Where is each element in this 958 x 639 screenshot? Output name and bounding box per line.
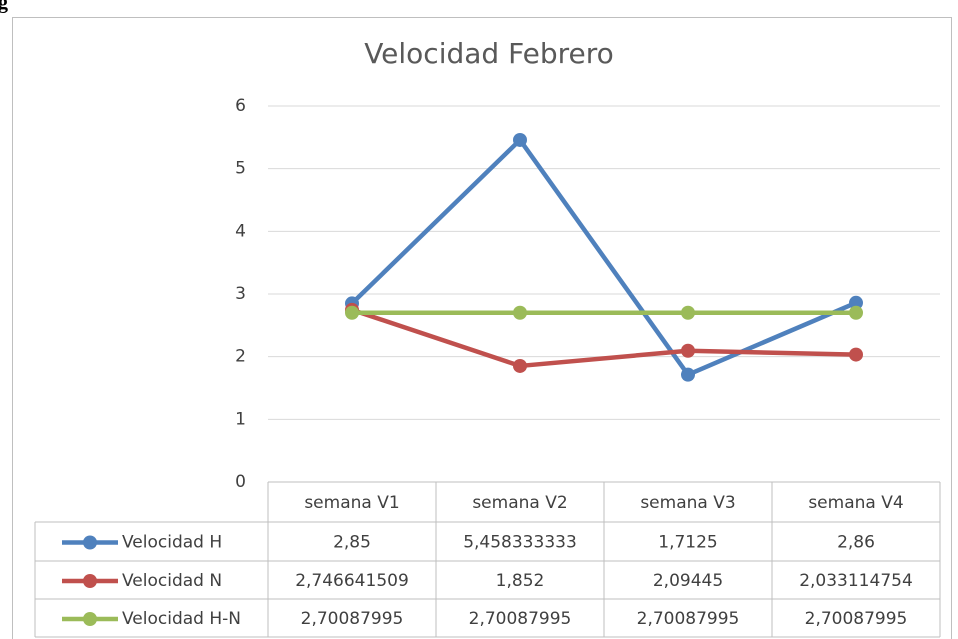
y-tick-label: 4: [235, 221, 246, 241]
x-tick-label: semana V1: [304, 493, 399, 513]
series-line: [350, 137, 857, 377]
table-value: 1,7125: [658, 533, 717, 553]
legend-marker: [83, 574, 97, 588]
marker: [849, 295, 863, 310]
marker: [513, 358, 527, 373]
table-value: 5,458333333: [463, 533, 577, 553]
chart-title: Velocidad Febrero: [364, 37, 614, 70]
marker: [681, 305, 695, 320]
marker: [513, 132, 527, 147]
table-value: 2,70087995: [805, 609, 908, 629]
marker: [681, 367, 695, 382]
y-tick-label: 5: [235, 159, 246, 179]
marker: [681, 343, 695, 358]
legend-label: Velocidad N: [122, 571, 222, 591]
table-value: 2,70087995: [301, 609, 404, 629]
page-fragment: g: [0, 0, 8, 14]
legend-marker: [83, 535, 97, 550]
marker: [849, 347, 863, 362]
x-tick-label: semana V3: [640, 493, 735, 513]
y-tick-label: 1: [235, 409, 246, 429]
y-tick-label: 3: [235, 284, 246, 304]
series-line: [351, 307, 857, 369]
table-value: 2,86: [837, 533, 875, 553]
table-value: 2,746641509: [295, 571, 409, 591]
x-tick-label: semana V4: [808, 493, 903, 513]
table-value: 2,09445: [653, 571, 723, 591]
legend-marker: [83, 612, 97, 626]
y-tick-label: 6: [235, 96, 246, 116]
table-value: 2,85: [333, 533, 371, 553]
legend-label: Velocidad H-N: [122, 609, 241, 629]
y-tick-label: 0: [235, 472, 246, 492]
table-value: 2,70087995: [469, 609, 572, 629]
marker: [513, 305, 527, 320]
table-value: 2,70087995: [637, 609, 740, 629]
chart-border: [12, 17, 952, 639]
table-value: 1,852: [496, 571, 545, 591]
marker: [849, 305, 863, 320]
table-value: 2,033114754: [799, 571, 913, 591]
marker: [345, 305, 359, 320]
y-tick-label: 2: [235, 347, 246, 367]
x-tick-label: semana V2: [472, 493, 567, 513]
legend-label: Velocidad H: [122, 533, 222, 553]
